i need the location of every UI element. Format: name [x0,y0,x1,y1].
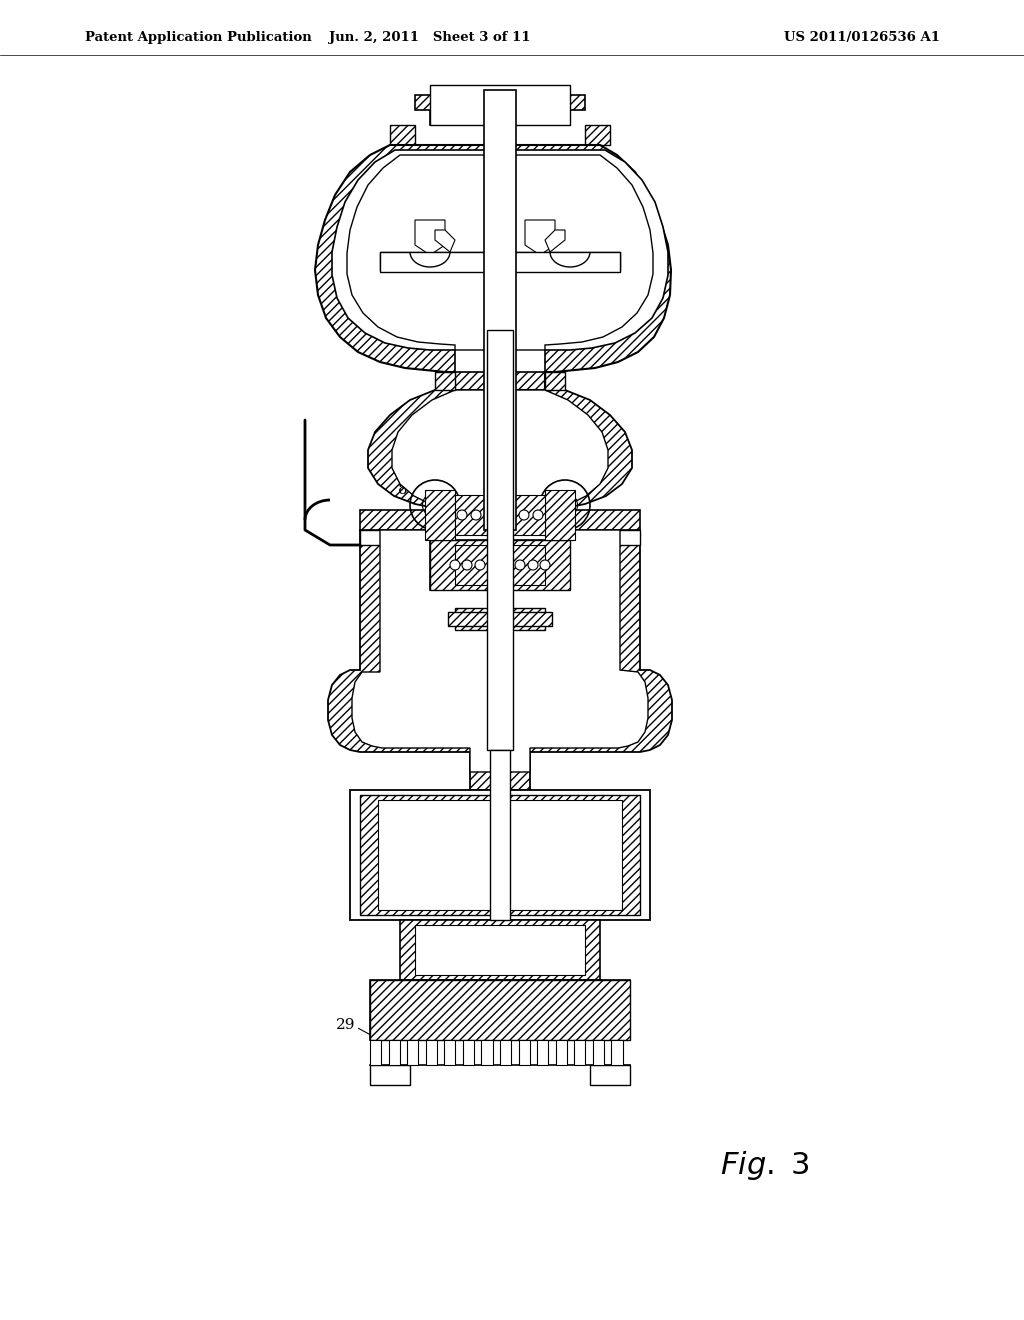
Polygon shape [390,125,415,145]
Bar [388,1040,399,1065]
Polygon shape [360,531,640,545]
Circle shape [534,510,543,520]
Bar [455,545,545,585]
Bar [350,789,650,920]
Text: $\it{Fig.\ 3}$: $\it{Fig.\ 3}$ [720,1148,810,1181]
Bar [370,1065,410,1085]
Circle shape [471,510,481,520]
Bar [430,540,570,590]
Polygon shape [435,230,455,252]
Text: 34: 34 [432,517,452,532]
Circle shape [505,510,515,520]
Bar [415,925,585,975]
Polygon shape [415,95,585,125]
Bar [370,979,630,1040]
Bar [484,90,516,531]
Polygon shape [545,372,565,389]
Polygon shape [315,145,671,389]
Text: Patent Application Publication: Patent Application Publication [85,30,311,44]
Polygon shape [347,154,653,350]
Bar [408,1040,418,1065]
Bar [611,1040,623,1065]
Circle shape [515,560,525,570]
Bar [545,490,575,540]
Bar [487,330,513,750]
Polygon shape [585,125,610,145]
Bar [370,1040,381,1065]
Bar [444,1040,456,1065]
Bar [378,800,622,909]
Polygon shape [545,230,565,252]
Bar [590,1065,630,1085]
Polygon shape [368,389,632,520]
Bar [538,1040,548,1065]
Bar [574,1040,586,1065]
Text: 25: 25 [432,636,452,649]
Bar [593,1040,604,1065]
Polygon shape [360,510,640,531]
Bar [400,920,600,979]
Bar [380,252,620,272]
Bar [490,750,510,920]
Text: 31a: 31a [545,535,573,549]
Bar [430,84,570,125]
Text: 24: 24 [390,611,410,624]
Polygon shape [328,531,672,789]
Polygon shape [525,220,555,255]
Bar [380,252,620,271]
Text: 23: 23 [510,565,529,579]
Text: 29: 29 [336,1018,355,1032]
Polygon shape [415,220,445,255]
Circle shape [457,510,467,520]
Circle shape [519,510,529,520]
Bar [455,495,545,535]
Bar [481,1040,493,1065]
Bar [463,1040,474,1065]
Polygon shape [352,531,648,772]
Text: 28: 28 [510,822,529,837]
Bar [449,612,552,626]
Circle shape [528,560,538,570]
Bar [518,1040,529,1065]
Polygon shape [332,150,668,372]
Text: 34: 34 [432,564,452,577]
Bar [426,1040,437,1065]
Polygon shape [392,389,608,520]
Bar [455,609,545,630]
Circle shape [462,560,472,570]
Text: 9: 9 [513,455,522,469]
Text: 7: 7 [413,315,455,338]
Bar [370,979,630,1040]
Text: 8: 8 [398,483,408,498]
Bar [430,540,570,590]
Bar [360,795,640,915]
Bar [425,490,455,540]
Polygon shape [435,372,455,389]
Circle shape [485,510,495,520]
Circle shape [540,560,550,570]
Text: 34a: 34a [415,418,443,432]
Text: 18: 18 [510,543,529,557]
Bar [556,1040,567,1065]
Circle shape [475,560,485,570]
Bar [500,1040,511,1065]
Text: US 2011/0126536 A1: US 2011/0126536 A1 [784,30,940,44]
Circle shape [450,560,460,570]
Text: Jun. 2, 2011   Sheet 3 of 11: Jun. 2, 2011 Sheet 3 of 11 [330,30,530,44]
